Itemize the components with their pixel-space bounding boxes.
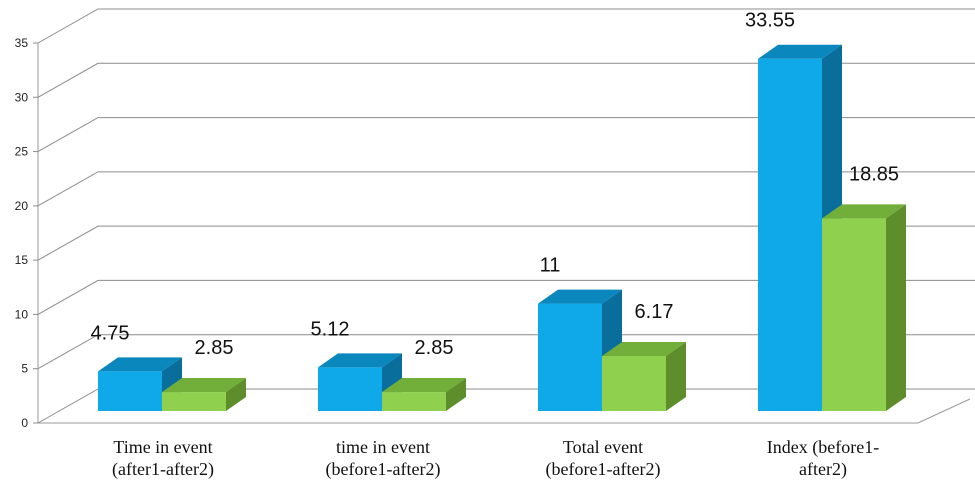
gridline (37, 62, 975, 98)
bar-top-s1-c1 (98, 357, 182, 372)
data-label-s1-c1: 4.75 (91, 322, 130, 344)
data-label-s2-c4: 18.85 (849, 163, 899, 185)
tick-label: 0 (21, 416, 28, 430)
bar-front-s1-c1 (98, 371, 162, 411)
bar-side-s2-c2 (446, 378, 466, 411)
bar-top-s1-c2 (318, 353, 402, 368)
gridline (37, 279, 975, 315)
category-label-1-line-1: Time in event (113, 437, 212, 457)
bar-side-s2-c4 (886, 204, 906, 411)
bar-front-s2-c4 (822, 218, 886, 411)
tick-label: 20 (15, 199, 29, 213)
bar-front-s1-c3 (538, 303, 602, 411)
category-label-3-line-2: (before1-after2) (546, 459, 661, 480)
bar-side-s2-c3 (666, 342, 686, 411)
bar-front-s1-c2 (318, 367, 382, 411)
gridlines (37, 8, 975, 424)
tick-label: 30 (15, 90, 29, 104)
category-label-1-line-2: (after1-after2) (112, 459, 214, 480)
data-labels: 4.75 2.85 5.12 2.85 11 6.17 33.55 18.85 (91, 10, 900, 359)
chart-walls (37, 43, 971, 424)
y-axis-ticks: 0 5 10 15 20 25 30 35 (15, 36, 38, 430)
data-label-s1-c3: 11 (540, 255, 561, 277)
category-label-4-line-2: after2) (799, 459, 847, 480)
data-label-s1-c2: 5.12 (311, 318, 350, 340)
tick-label: 10 (15, 307, 29, 321)
gridline (37, 171, 975, 207)
bar-top-s2-c4 (822, 204, 906, 219)
tick-label: 15 (15, 253, 29, 267)
bar-top-s2-c3 (602, 342, 686, 357)
floor-edge (38, 398, 971, 424)
bar-top-s1-c4 (758, 44, 842, 59)
bar-front-s2-c1 (162, 392, 226, 411)
bars (98, 44, 906, 411)
bar-front-s2-c2 (382, 392, 446, 411)
bar-front-s2-c3 (602, 356, 666, 411)
bar-top-s2-c1 (162, 378, 246, 393)
tick-label: 5 (21, 362, 28, 376)
bar-front-s1-c4 (758, 58, 822, 411)
category-label-2-line-1: time in event (336, 437, 430, 457)
data-label-s2-c2: 2.85 (415, 337, 454, 359)
data-label-s2-c3: 6.17 (635, 301, 674, 323)
gridline (37, 225, 975, 261)
gridline (37, 334, 975, 370)
bar-side-s2-c1 (226, 378, 246, 411)
bar-top-s1-c3 (538, 289, 622, 304)
tick-label: 25 (15, 145, 29, 159)
category-label-2-line-2: (before1-after2) (326, 459, 441, 480)
category-label-4-line-1: Index (before1- (767, 437, 879, 458)
gridline (37, 8, 975, 44)
gridline (37, 117, 975, 153)
data-label-s1-c4: 33.55 (745, 10, 795, 32)
category-labels: Time in event(after1-after2) time in even… (112, 437, 879, 480)
category-label-3-line-1: Total event (563, 437, 643, 457)
data-label-s2-c1: 2.85 (195, 337, 234, 359)
bar-top-s2-c2 (382, 378, 466, 393)
tick-label: 35 (15, 36, 29, 50)
